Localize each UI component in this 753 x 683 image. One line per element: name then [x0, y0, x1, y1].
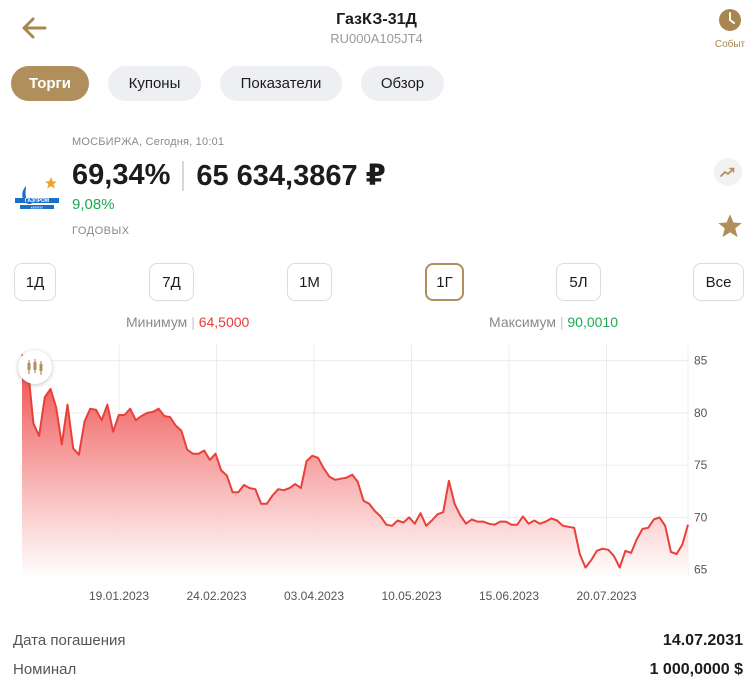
price-separator: [182, 160, 185, 191]
favorite-button[interactable]: [714, 210, 746, 242]
period-7d[interactable]: 7Д: [149, 263, 194, 301]
isin-code: RU000A105JT4: [330, 31, 423, 46]
period-1y[interactable]: 1Г: [425, 263, 464, 301]
minimum-readout: Минимум | 64,5000: [126, 314, 249, 330]
maximum-readout: Максимум | 90,0010: [489, 314, 618, 330]
maturity-value: 14.07.2031: [662, 632, 743, 649]
clock-icon: [719, 9, 741, 31]
back-button[interactable]: [14, 10, 54, 46]
maturity-label: Дата погашения: [13, 632, 126, 649]
period-5y[interactable]: 5Л: [556, 263, 601, 301]
yield-label: ГОДОВЫХ: [72, 225, 130, 237]
minimum-separator: |: [191, 314, 195, 330]
tab-overview[interactable]: Обзор: [361, 66, 444, 101]
price-percent: 69,34%: [72, 159, 171, 191]
logo-text: ГАЗПРОМ: [25, 198, 49, 204]
y-tick-label: 65: [694, 563, 708, 577]
x-tick-label: 15.06.2023: [479, 589, 539, 603]
chart-line: [21, 353, 689, 569]
tab-trading[interactable]: Торги: [11, 66, 89, 101]
title-block: ГазКЗ-31Д RU000A105JT4: [0, 10, 753, 48]
events-button[interactable]: Событ: [707, 8, 753, 50]
events-label: Событ: [714, 39, 746, 50]
y-tick-label: 70: [694, 510, 708, 524]
x-tick-label: 03.04.2023: [284, 589, 344, 603]
page-title: ГазКЗ-31Д: [336, 11, 417, 28]
y-tick-label: 85: [694, 354, 708, 368]
exchange-meta: МОСБИРЖА, Сегодня, 10:01: [72, 136, 225, 148]
period-all[interactable]: Все: [693, 263, 744, 301]
x-tick-label: 24.02.2023: [186, 589, 246, 603]
issuer-logo: ГАЗПРОМ капитал: [15, 186, 59, 209]
tab-indicators[interactable]: Показатели: [220, 66, 342, 101]
price-line: 69,34% 65 634,3867 ₽: [72, 158, 386, 193]
maximum-label: Максимум: [489, 314, 556, 330]
nominal-row: Номинал 1 000,0000 $: [0, 661, 753, 683]
x-tick-label: 10.05.2023: [381, 589, 441, 603]
trend-button[interactable]: [714, 158, 742, 186]
chart-area: [22, 354, 688, 578]
yield-value: 9,08%: [72, 196, 115, 213]
star-icon: [718, 214, 742, 238]
maximum-value: 90,0010: [567, 314, 618, 330]
nominal-label: Номинал: [13, 661, 77, 678]
quote-block: МОСБИРЖА, Сегодня, 10:01 ГАЗПРОМ капитал…: [0, 130, 753, 245]
period-1m[interactable]: 1М: [287, 263, 332, 301]
tab-coupons[interactable]: Купоны: [108, 66, 201, 101]
maximum-separator: |: [559, 314, 564, 330]
maturity-row: Дата погашения 14.07.2031: [0, 632, 753, 656]
tab-bar: Торги Купоны Показатели Обзор: [11, 66, 444, 101]
x-tick-label: 20.07.2023: [576, 589, 636, 603]
price-chart[interactable]: 65 70 75 80 85 19.01.2023 24.02.2023 03.04.2023…: [0, 342, 753, 606]
top-bar: ГазКЗ-31Д RU000A105JT4 Событ: [0, 0, 753, 60]
minimum-label: Минимум: [126, 314, 188, 330]
back-arrow-icon: [22, 17, 47, 39]
x-tick-label: 19.01.2023: [89, 589, 149, 603]
nominal-value: 1 000,0000 $: [649, 661, 743, 678]
candlestick-toggle[interactable]: [18, 350, 52, 384]
y-tick-label: 75: [694, 458, 708, 472]
period-1d[interactable]: 1Д: [14, 263, 56, 301]
price-rub: 65 634,3867 ₽: [196, 160, 386, 192]
trend-icon: [720, 167, 735, 177]
candlestick-icon: [27, 359, 43, 375]
logo-subtext: капитал: [31, 205, 44, 209]
y-tick-label: 80: [694, 406, 708, 420]
minimum-value: 64,5000: [198, 314, 250, 330]
favorite-badge-icon: [45, 177, 57, 189]
